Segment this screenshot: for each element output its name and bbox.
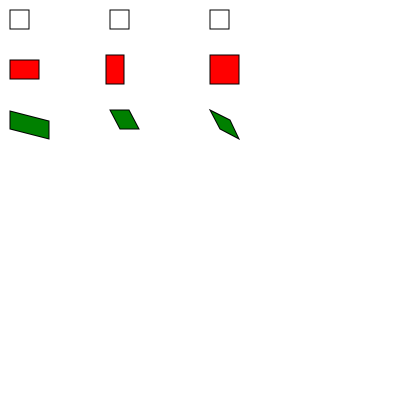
green-slanted-parallelogram <box>109 109 140 130</box>
red-wide-rectangle <box>9 59 40 80</box>
white-square-3 <box>209 9 230 30</box>
white-square-2 <box>109 9 130 30</box>
green-rotated-parallelogram <box>208 108 241 141</box>
red-tall-rectangle <box>105 54 125 85</box>
green-skewed-quadrilateral <box>9 110 50 140</box>
red-large-square <box>209 54 240 85</box>
white-square-1 <box>9 9 30 30</box>
